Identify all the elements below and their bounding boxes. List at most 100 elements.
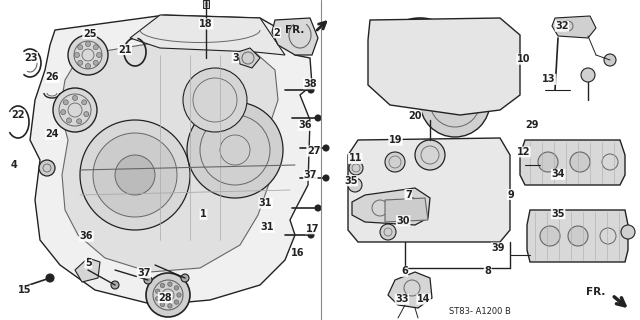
Circle shape xyxy=(144,276,152,284)
Text: 3: 3 xyxy=(232,52,239,63)
Polygon shape xyxy=(75,258,100,282)
Circle shape xyxy=(378,18,462,102)
Circle shape xyxy=(181,274,189,282)
Polygon shape xyxy=(30,15,312,305)
Polygon shape xyxy=(272,18,318,55)
Circle shape xyxy=(431,81,437,87)
Circle shape xyxy=(80,120,190,230)
Text: ST83- A1200 B: ST83- A1200 B xyxy=(449,307,511,316)
Circle shape xyxy=(183,68,247,132)
Circle shape xyxy=(156,297,160,301)
Bar xyxy=(203,0,209,8)
Circle shape xyxy=(61,109,66,115)
Circle shape xyxy=(393,43,399,49)
Circle shape xyxy=(168,282,172,286)
Circle shape xyxy=(308,232,314,238)
Text: 17: 17 xyxy=(305,224,319,234)
Text: 31: 31 xyxy=(259,198,273,208)
Circle shape xyxy=(431,33,437,39)
Circle shape xyxy=(115,155,155,195)
Circle shape xyxy=(568,226,588,246)
Circle shape xyxy=(77,119,82,124)
Circle shape xyxy=(77,60,83,65)
Circle shape xyxy=(187,102,283,198)
Circle shape xyxy=(46,274,54,282)
Text: 9: 9 xyxy=(508,189,514,200)
Text: 6: 6 xyxy=(401,266,408,276)
Text: FR.: FR. xyxy=(285,25,304,35)
Text: 1: 1 xyxy=(200,209,207,220)
Circle shape xyxy=(604,54,616,66)
Text: 11: 11 xyxy=(348,153,362,164)
Circle shape xyxy=(315,205,321,211)
Text: 29: 29 xyxy=(525,120,540,131)
Text: 25: 25 xyxy=(83,28,97,39)
Polygon shape xyxy=(388,272,432,308)
Polygon shape xyxy=(552,16,596,38)
Text: 13: 13 xyxy=(542,74,556,84)
Text: 5: 5 xyxy=(85,258,92,268)
Circle shape xyxy=(82,100,86,105)
Circle shape xyxy=(420,67,490,137)
Circle shape xyxy=(74,52,79,58)
Text: 4: 4 xyxy=(11,160,17,170)
Polygon shape xyxy=(385,198,428,222)
Circle shape xyxy=(72,95,77,100)
Text: 34: 34 xyxy=(551,169,565,180)
Circle shape xyxy=(160,302,164,307)
Text: 16: 16 xyxy=(291,248,305,259)
Text: 21: 21 xyxy=(118,44,132,55)
Circle shape xyxy=(393,71,399,77)
Circle shape xyxy=(93,45,99,50)
Circle shape xyxy=(380,224,396,240)
Circle shape xyxy=(146,273,190,317)
Circle shape xyxy=(63,100,68,105)
Text: 18: 18 xyxy=(199,19,213,29)
Circle shape xyxy=(581,68,595,82)
Text: 15: 15 xyxy=(17,285,31,295)
Circle shape xyxy=(86,42,90,46)
Text: 20: 20 xyxy=(408,111,422,121)
Text: 37: 37 xyxy=(137,268,151,278)
Text: 32: 32 xyxy=(555,21,569,31)
Text: 28: 28 xyxy=(158,292,172,303)
Circle shape xyxy=(315,115,321,121)
Circle shape xyxy=(308,87,314,93)
Circle shape xyxy=(174,300,179,304)
Circle shape xyxy=(177,293,181,297)
Circle shape xyxy=(111,281,119,289)
Circle shape xyxy=(415,140,445,170)
Circle shape xyxy=(417,29,423,35)
Circle shape xyxy=(160,283,164,288)
Polygon shape xyxy=(238,48,260,68)
Circle shape xyxy=(68,35,108,75)
Text: 19: 19 xyxy=(388,135,403,145)
Text: 2: 2 xyxy=(274,28,280,38)
Text: 33: 33 xyxy=(395,294,409,304)
Polygon shape xyxy=(520,140,625,185)
Polygon shape xyxy=(60,42,278,272)
Circle shape xyxy=(86,63,90,68)
Circle shape xyxy=(540,226,560,246)
Circle shape xyxy=(403,81,409,87)
Polygon shape xyxy=(352,188,430,225)
Circle shape xyxy=(570,152,590,172)
Circle shape xyxy=(417,85,423,91)
Circle shape xyxy=(349,161,363,175)
Text: 31: 31 xyxy=(260,222,275,232)
Circle shape xyxy=(39,160,55,176)
Text: 8: 8 xyxy=(484,266,491,276)
Text: 12: 12 xyxy=(516,147,531,157)
Circle shape xyxy=(168,304,172,308)
Circle shape xyxy=(441,71,447,77)
Circle shape xyxy=(53,88,97,132)
Text: 22: 22 xyxy=(11,110,25,120)
Polygon shape xyxy=(130,15,285,55)
Text: 30: 30 xyxy=(396,216,410,226)
Circle shape xyxy=(174,286,179,290)
Circle shape xyxy=(323,175,329,181)
Circle shape xyxy=(621,225,635,239)
Circle shape xyxy=(323,145,329,151)
Circle shape xyxy=(389,57,395,63)
Polygon shape xyxy=(348,138,510,242)
